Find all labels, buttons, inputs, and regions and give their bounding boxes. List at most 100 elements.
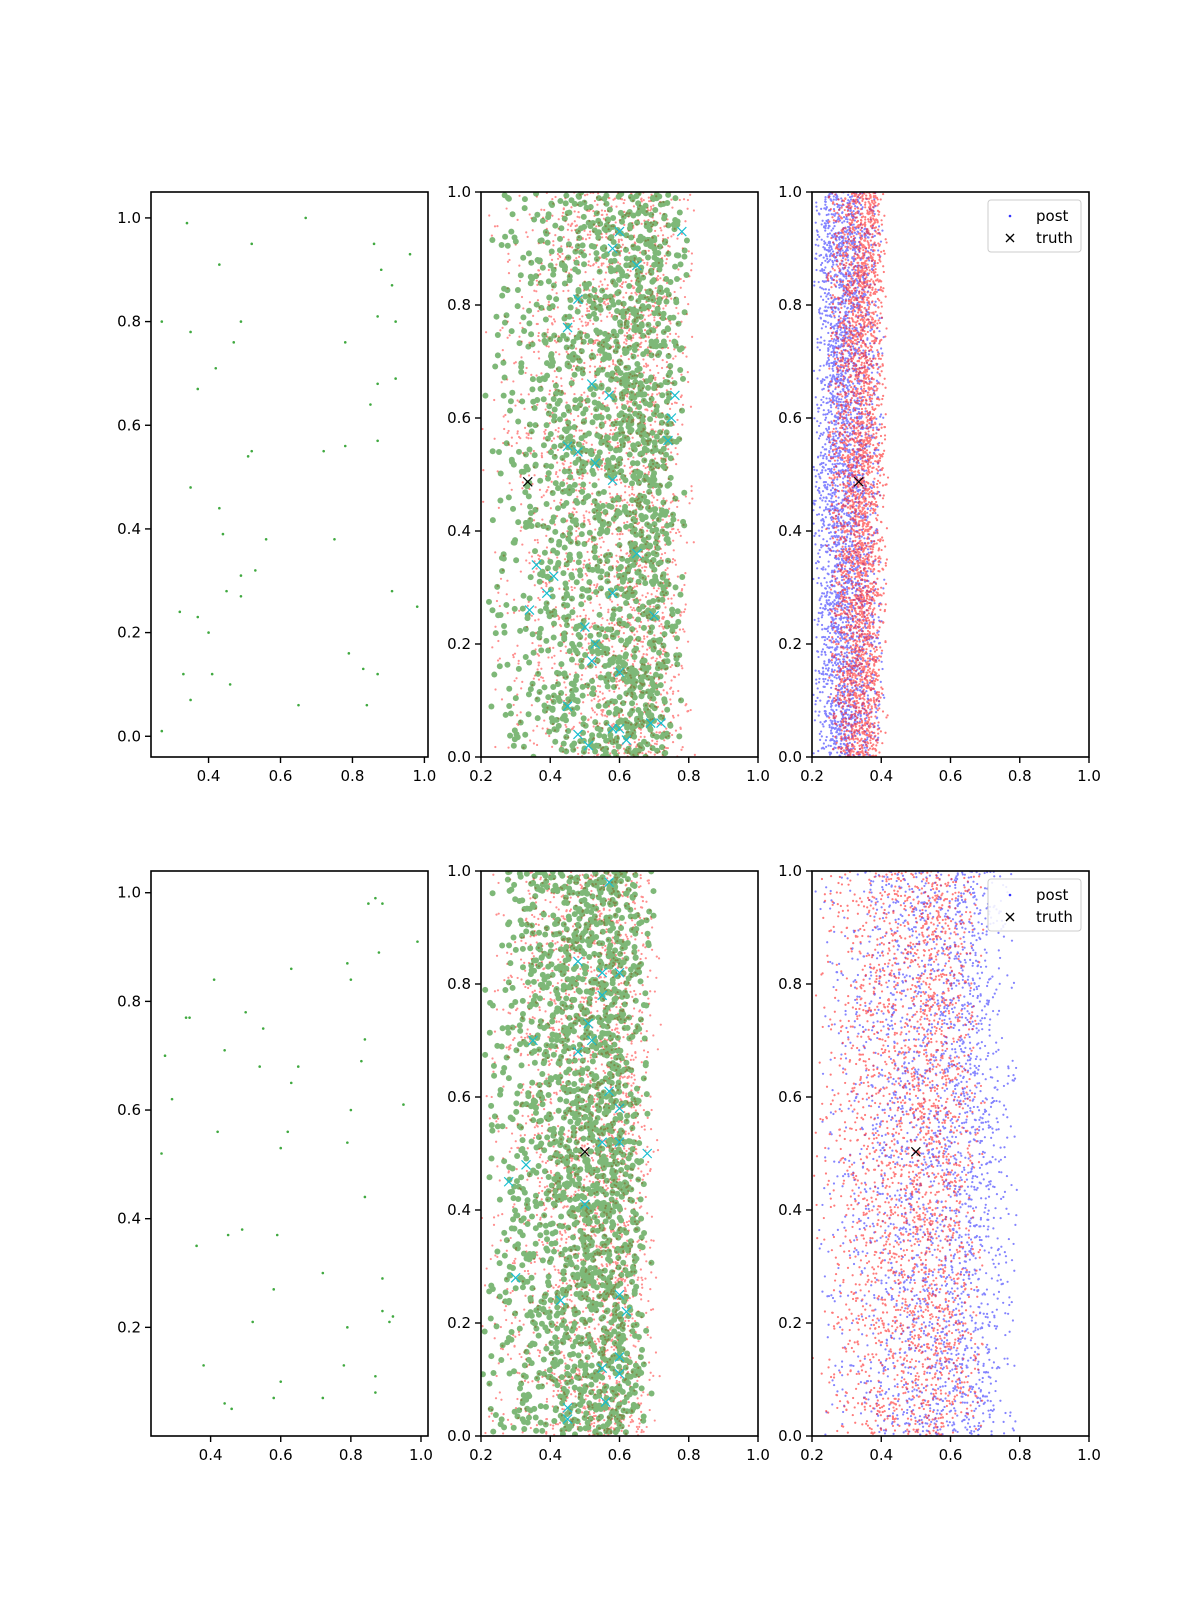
circle-marker [536,578,543,585]
dot-marker [568,332,571,335]
dot-marker [587,518,590,522]
dot-marker [570,325,573,328]
dot-marker [644,362,648,365]
dot-marker [584,321,587,324]
dot-marker [666,236,670,239]
circle-marker [663,298,670,305]
dot-marker [844,357,847,360]
dot-marker [513,362,516,365]
circle-marker [557,641,564,648]
dot-marker [669,332,672,336]
cross-marker [562,701,573,712]
dot-marker [565,350,568,353]
dot-marker [490,234,494,237]
dot-marker [647,249,650,252]
dot-marker [616,603,619,606]
dot-marker [527,393,530,396]
dot-marker [872,618,876,621]
dot-marker [586,550,589,554]
circle-marker [657,382,664,389]
dot-marker [508,258,511,262]
circle-marker [528,259,535,266]
dot-marker [822,538,825,541]
dot-marker [632,334,635,337]
dot-marker [520,295,524,299]
circle-marker [609,676,616,683]
circle-marker [589,677,596,684]
dot-marker [641,566,644,569]
circle-marker [584,397,591,404]
circle-marker [660,445,667,452]
dot-marker [660,553,664,556]
circle-marker [608,268,615,275]
dot-marker [548,734,551,738]
dot-marker [613,575,616,578]
circle-marker [604,590,611,597]
circle-marker [507,732,514,739]
dot-marker [656,274,660,278]
dot-marker [517,662,520,665]
dot-marker [639,251,642,254]
dot-marker [621,282,624,286]
circle-marker [576,551,583,558]
dot-marker [566,568,570,571]
circle-marker [571,424,578,431]
circle-marker [676,733,683,740]
dot-marker [597,265,600,269]
dot-marker [657,587,660,590]
circle-marker [599,521,606,528]
dot-marker [649,751,652,754]
circle-marker [637,372,644,379]
dot-marker [594,586,598,589]
dot-marker [670,597,673,600]
dot-marker [610,600,614,603]
circle-marker [578,435,585,442]
circle-marker [655,310,662,317]
dot-marker [628,503,631,506]
circle-marker [595,234,602,241]
circle-marker [524,615,531,622]
dot-marker [820,595,823,598]
circle-marker [660,642,667,649]
circle-marker [504,242,511,249]
circle-marker [650,644,657,651]
dot-marker [606,284,609,287]
circle-marker [567,304,574,311]
dot-marker [532,729,535,732]
circle-marker [626,451,633,458]
dot-marker [828,364,831,368]
circle-marker [617,455,624,462]
dot-marker [609,598,612,601]
circle-marker [637,386,644,393]
circle-marker [593,250,600,257]
circle-marker [596,268,603,275]
dot-marker [827,288,831,291]
circle-marker [607,293,614,300]
circle-marker [550,692,557,699]
dot-marker [677,312,680,315]
dot-marker [871,350,874,353]
circle-marker [613,592,620,599]
dot-marker [620,198,624,201]
dot-marker [664,569,667,572]
dot-marker [676,433,680,436]
dot-marker [654,659,657,663]
circle-marker [555,670,562,677]
circle-marker [638,543,645,550]
circle-marker [656,649,663,656]
circle-marker [517,272,524,279]
circle-marker [679,573,686,580]
circle-marker [591,287,598,294]
circle-marker [626,674,633,681]
dot-marker [630,323,633,326]
circle-marker [579,683,586,690]
dot-marker [665,262,668,265]
cross-marker [631,548,642,559]
dot-marker [507,429,510,433]
circle-marker [555,366,562,373]
circle-marker [518,468,525,475]
dot-marker [562,236,565,239]
circle-marker [532,461,539,468]
circle-marker [653,534,660,541]
dot-marker [592,322,595,326]
